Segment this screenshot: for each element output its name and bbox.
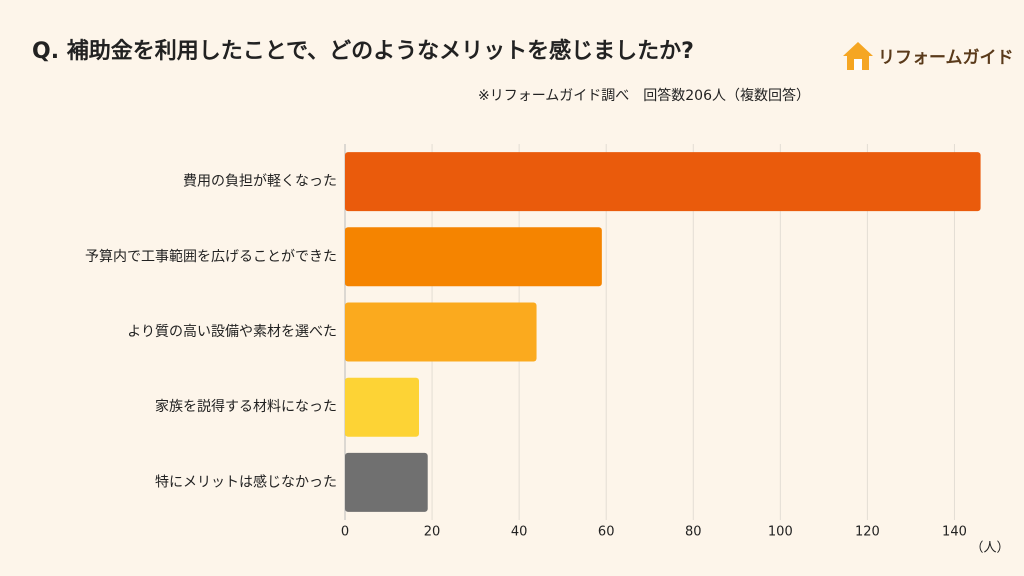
y-tick-label: 予算内で工事範囲を広げることができた xyxy=(85,248,337,265)
x-tick-label: 100 xyxy=(768,525,793,540)
logo-text: リフォームガイド xyxy=(878,48,1014,68)
x-tick-label: 80 xyxy=(685,525,702,540)
bar xyxy=(345,302,537,362)
bar xyxy=(345,452,428,512)
x-tick-label: 20 xyxy=(424,525,441,540)
x-tick-label: 120 xyxy=(855,525,880,540)
chart-subtitle: ※リフォームガイド調べ 回答数206人（複数回答） xyxy=(478,87,810,104)
x-tick-label: 40 xyxy=(511,525,528,540)
logo: リフォームガイド xyxy=(843,42,1014,70)
x-unit: （人） xyxy=(970,541,1009,556)
logo-icon xyxy=(843,42,873,70)
bar xyxy=(345,152,981,212)
y-tick-label: 特にメリットは感じなかった xyxy=(155,473,337,490)
bar xyxy=(345,227,602,287)
chart-title: Q. 補助金を利用したことで、どのようなメリットを感じましたか? xyxy=(32,38,694,64)
logo-door xyxy=(854,59,862,70)
y-tick-label: 費用の負担が軽くなった xyxy=(183,174,337,190)
y-tick-label: より質の高い設備や素材を選べた xyxy=(127,323,337,340)
bar xyxy=(345,377,420,437)
y-tick-label: 家族を説得する材料になった xyxy=(155,398,337,415)
x-tick-label: 0 xyxy=(341,525,349,540)
x-tick-label: 140 xyxy=(942,525,967,540)
x-tick-label: 60 xyxy=(598,525,615,540)
